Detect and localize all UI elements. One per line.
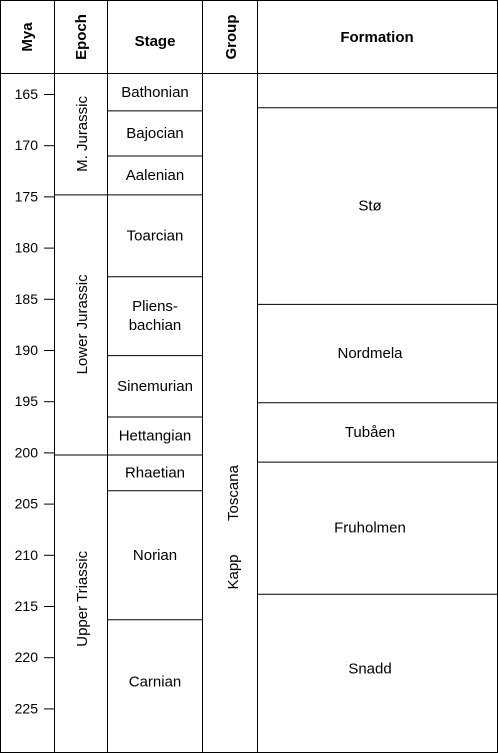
mya-tick-label: 185 <box>15 291 39 307</box>
stage-label: Hettangian <box>119 428 192 445</box>
header-group: Group <box>223 15 240 60</box>
epoch-column: M. Jurassic Lower Jurassic Upper Triassic <box>54 96 107 647</box>
header-stage: Stage <box>135 33 176 50</box>
stage-label: Rhaetian <box>125 464 185 481</box>
group-label-kapp: Kapp <box>225 554 242 589</box>
mya-tick-label: 215 <box>15 598 39 614</box>
mya-tick-label: 220 <box>15 649 39 665</box>
epoch-label: M. Jurassic <box>74 96 91 172</box>
stage-label: Carnian <box>129 673 182 690</box>
mya-tick-label: 175 <box>15 188 39 204</box>
formation-label: Snadd <box>348 660 391 677</box>
mya-tick-label: 210 <box>15 547 39 563</box>
formation-label: Tubåen <box>345 424 395 441</box>
header-formation: Formation <box>340 29 413 46</box>
stage-label: Aalenian <box>126 167 184 184</box>
formation-label: Fruholmen <box>334 520 406 537</box>
mya-axis: 165 170 175 180 185 190 195 200 205 210 215 220 225 <box>15 86 54 716</box>
header-mya: Mya <box>19 22 36 52</box>
stage-column: Bathonian Bajocian Aalenian Toarcian Pliens-… <box>107 84 202 690</box>
mya-tick-label: 180 <box>15 240 39 256</box>
mya-tick-label: 195 <box>15 393 39 409</box>
group-column: Toscana Kapp <box>225 464 242 589</box>
stage-label: Bajocian <box>126 125 184 142</box>
group-label-toscana: Toscana <box>225 464 242 521</box>
mya-tick-label: 200 <box>15 444 39 460</box>
mya-tick-label: 165 <box>15 86 39 102</box>
mya-tick-label: 170 <box>15 137 39 153</box>
mya-tick-label: 190 <box>15 342 39 358</box>
stage-label: Pliens-bachian <box>129 298 182 334</box>
formation-column: Stø Nordmela Tubåen Fruholmen Snadd <box>257 107 498 677</box>
stage-label: Toarcian <box>127 227 184 244</box>
header-epoch: Epoch <box>73 14 90 60</box>
formation-label: Stø <box>358 198 381 215</box>
mya-tick-label: 225 <box>15 700 39 716</box>
formation-label: Nordmela <box>337 345 403 362</box>
epoch-label: Lower Jurassic <box>74 274 91 375</box>
stage-label: Bathonian <box>121 84 189 101</box>
stage-label: Norian <box>133 547 177 564</box>
mya-tick-label: 205 <box>15 496 39 512</box>
epoch-label: Upper Triassic <box>74 550 91 646</box>
stage-label: Sinemurian <box>117 378 193 395</box>
